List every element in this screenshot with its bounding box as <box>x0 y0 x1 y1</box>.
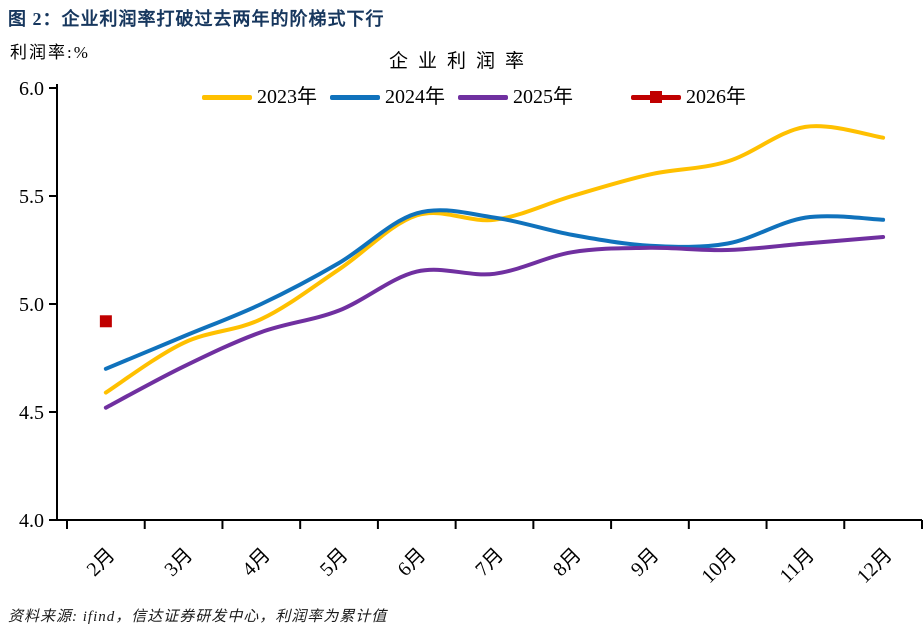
legend-label-2024: 2024年 <box>385 86 445 108</box>
source-note: 资料来源: ifind，信达证券研发中心，利润率为累计值 <box>8 609 388 625</box>
legend-item-2025: 2025年 <box>458 87 573 107</box>
y-tick-label: 6.0 <box>19 78 44 100</box>
x-tick-label: 10月 <box>697 544 741 588</box>
legend-swatch-2026 <box>631 90 681 103</box>
legend-item-2023: 2023年 <box>202 87 317 107</box>
series-line-0 <box>103 124 886 395</box>
legend-square-marker-icon <box>650 90 662 103</box>
figure-title: 图 2：企业利润率打破过去两年的阶梯式下行 <box>8 9 385 29</box>
series-marker-3 <box>99 315 112 328</box>
y-tick-label: 5.0 <box>19 294 44 316</box>
legend-label-2025: 2025年 <box>513 86 573 108</box>
legend-label-2023: 2023年 <box>257 86 317 108</box>
chart-legend: 2023年 2024年 2025年 2026年 <box>202 87 746 107</box>
x-tick-label: 5月 <box>316 544 353 581</box>
x-tick-label: 6月 <box>394 544 431 581</box>
series-line-1 <box>103 208 886 371</box>
legend-item-2026: 2026年 <box>631 87 746 107</box>
x-tick-label: 4月 <box>238 544 275 581</box>
legend-swatch-2025 <box>458 94 508 100</box>
legend-item-2024: 2024年 <box>330 87 445 107</box>
x-tick-label: 7月 <box>471 544 508 581</box>
x-tick-label: 9月 <box>627 544 664 581</box>
legend-swatch-2023 <box>202 94 252 100</box>
y-tick-label: 4.0 <box>19 510 44 532</box>
y-tick-label: 5.5 <box>19 186 44 208</box>
x-tick-label: 2月 <box>83 544 120 581</box>
x-tick-label: 8月 <box>549 544 586 581</box>
legend-label-2026: 2026年 <box>686 86 746 108</box>
y-axis-label: 利润率:% <box>10 43 90 62</box>
series-line-2 <box>103 235 886 410</box>
x-tick-label: 12月 <box>853 544 897 588</box>
legend-swatch-2024 <box>330 94 380 100</box>
x-tick-label: 3月 <box>160 544 197 581</box>
y-tick-label: 4.5 <box>19 402 44 424</box>
chart-title: 企业利润率 <box>388 51 534 72</box>
x-tick-label: 11月 <box>776 544 819 587</box>
